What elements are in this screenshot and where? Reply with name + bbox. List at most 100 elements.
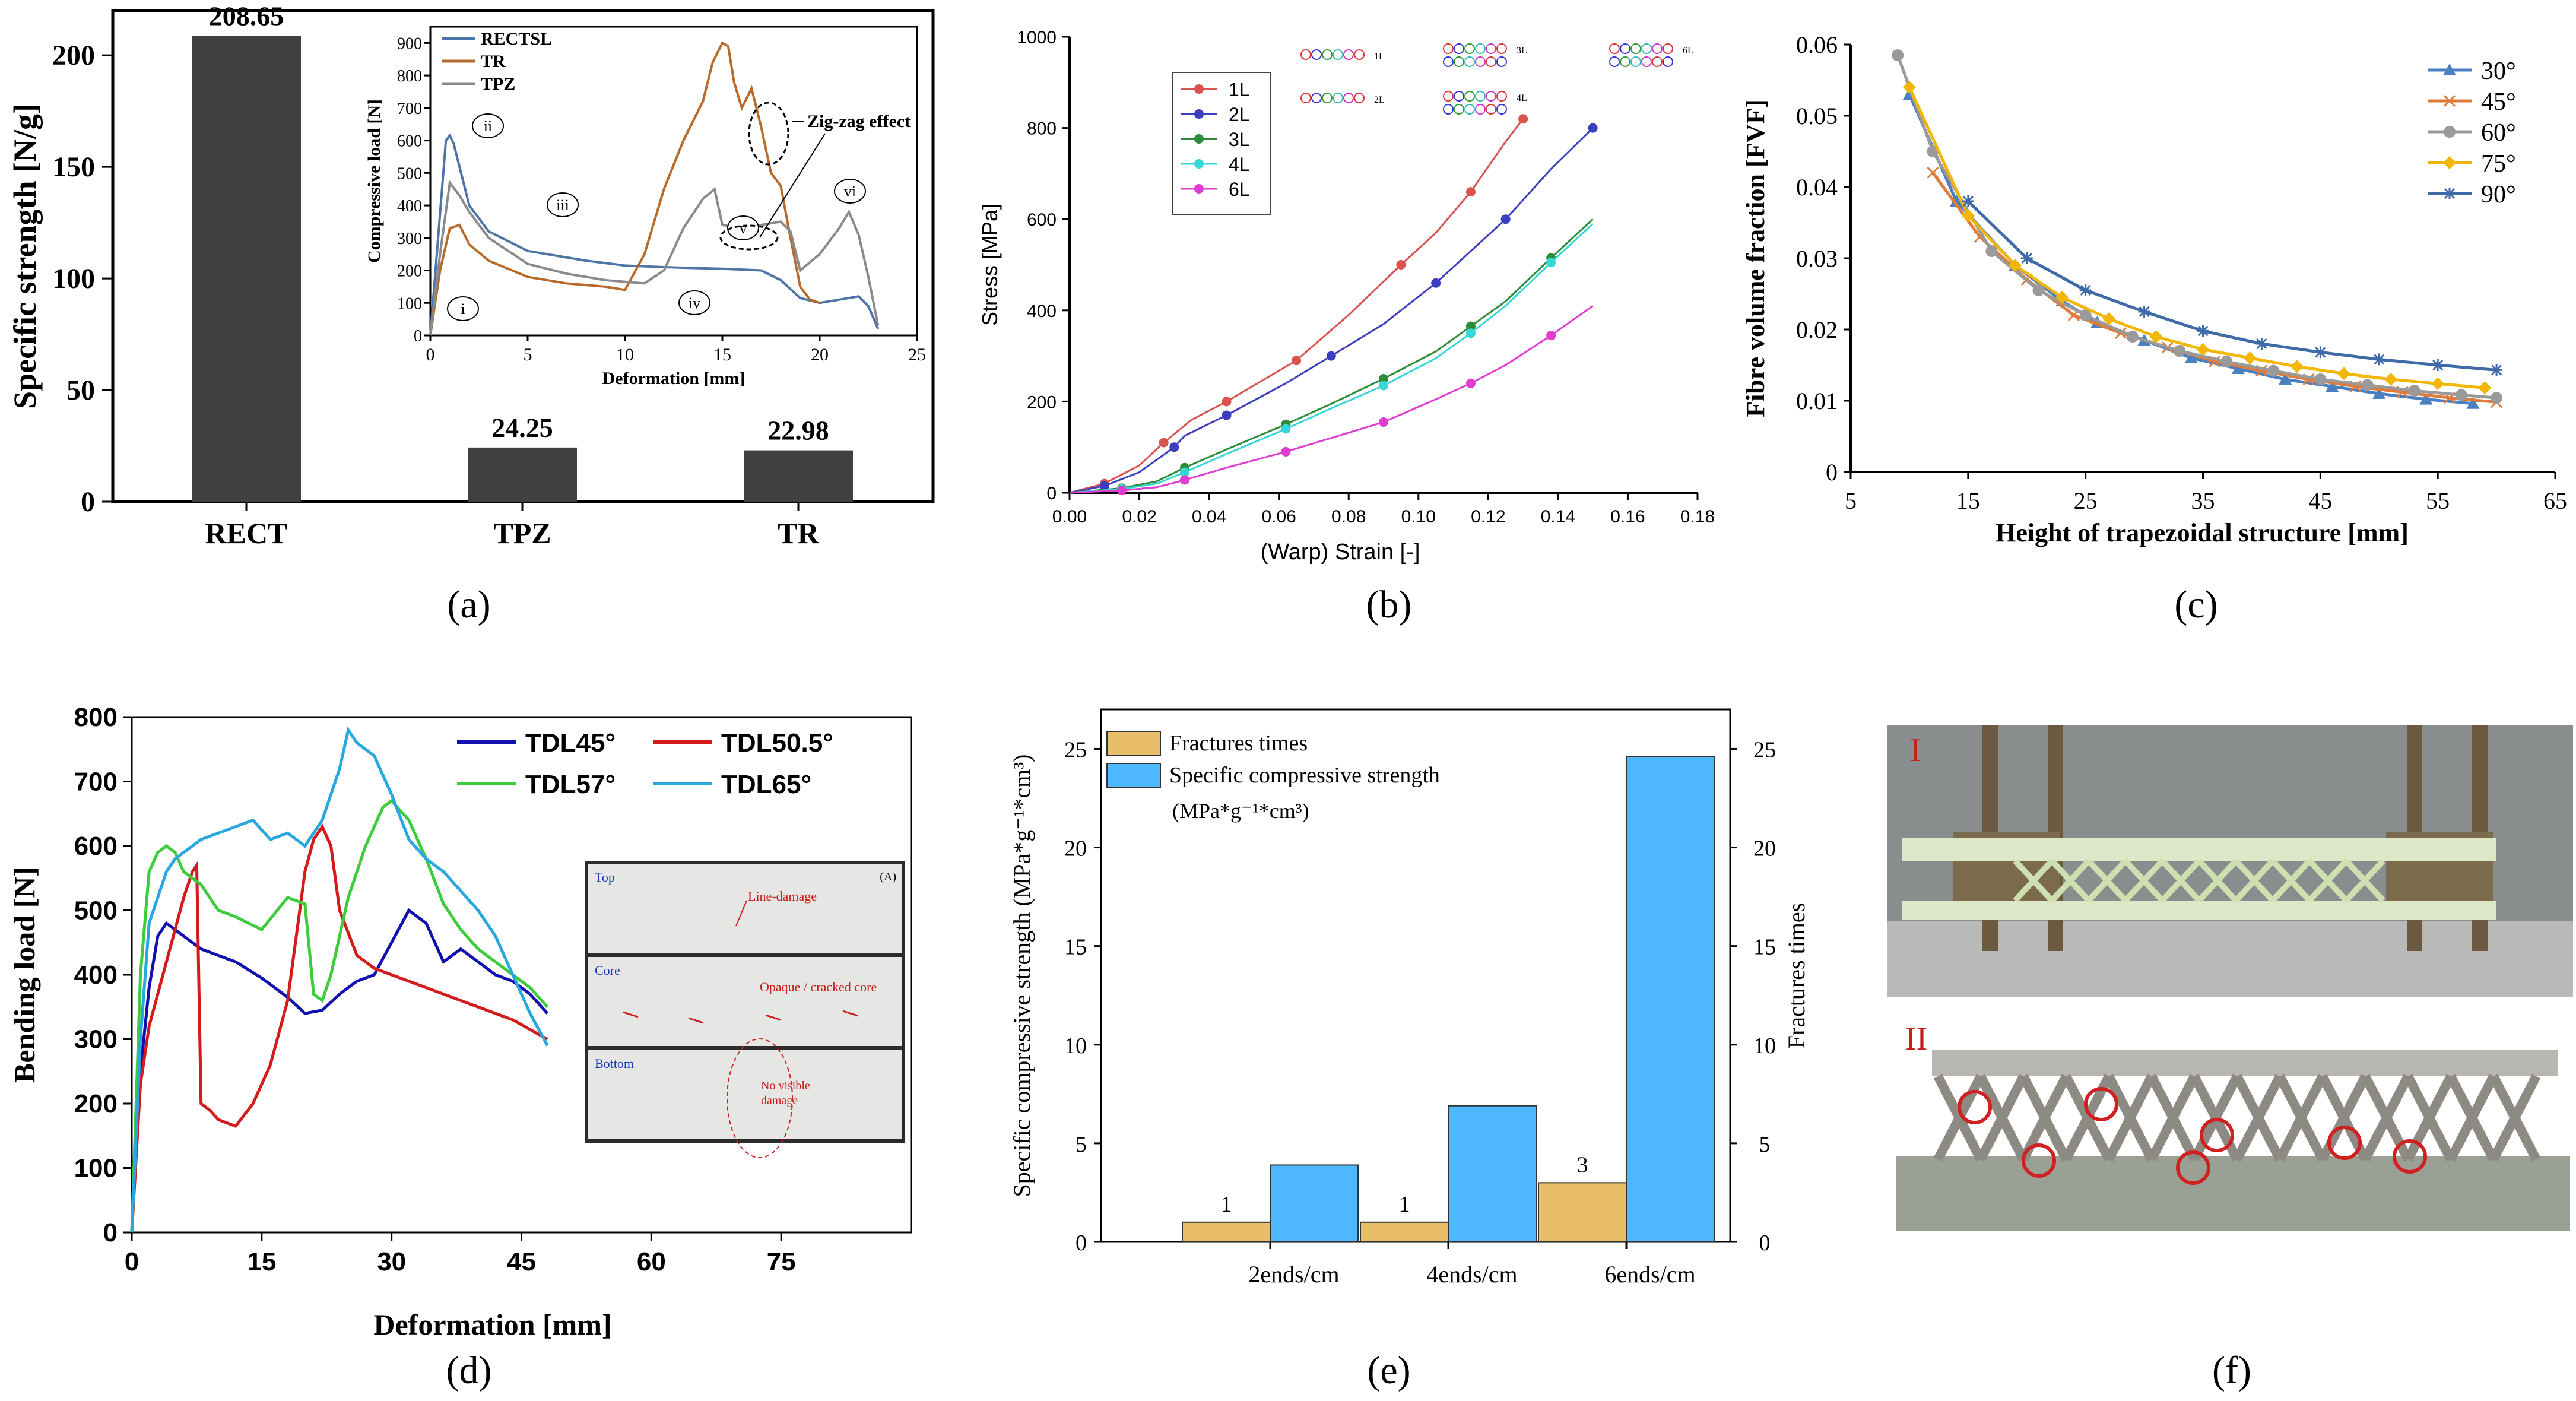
y-tick-label: 100	[74, 1154, 118, 1183]
no-damage-highlight	[727, 1038, 793, 1158]
series-1	[130, 823, 548, 1233]
y-tick-label: 500	[74, 896, 118, 925]
series-0	[130, 908, 549, 1233]
y-tick-label: 10	[1064, 1034, 1087, 1058]
x-tick-label: 0.02	[1122, 507, 1156, 527]
inset-legend-label: TPZ	[481, 74, 515, 94]
inset-fabric-dot	[1443, 56, 1454, 67]
crack-mark	[623, 1011, 639, 1018]
inset-fabric-dot	[1311, 93, 1322, 103]
series-marker	[2314, 373, 2327, 385]
inset-y-tick-label: 500	[397, 164, 422, 183]
y-tick-label: 50	[66, 375, 95, 406]
photo-i-bench	[1887, 921, 2573, 997]
photo-i-lattice	[2197, 858, 2238, 903]
series-marker	[1546, 331, 1556, 341]
legend-marker	[1194, 184, 1204, 194]
inset-x-tick-label: 20	[811, 345, 829, 364]
y-axis-label: Fibre volume fraction [FVF]	[1741, 99, 1770, 417]
series-marker	[2055, 291, 2069, 304]
inset-fabric-dot	[1454, 91, 1464, 102]
damage-photo-label: Core	[595, 963, 620, 978]
legend-label: 45°	[2481, 88, 2516, 116]
photo-ii-lattice	[2403, 1074, 2456, 1162]
series-marker	[2443, 156, 2456, 169]
inset-legend-label: RECTSL	[481, 29, 552, 49]
bar-value-label: 24.25	[491, 413, 553, 443]
inset-fabric-dot	[1322, 93, 1333, 103]
legend-label: 2L	[1229, 104, 1250, 125]
inset-marker-circle	[472, 113, 504, 138]
series-marker	[2126, 331, 2139, 343]
photo-ii-lattice	[2147, 1074, 2199, 1162]
series-marker	[1902, 81, 1916, 94]
legend-label: 90°	[2481, 181, 2516, 208]
series-marker	[2184, 351, 2198, 363]
series-marker	[2231, 362, 2245, 374]
y-tick-label: 0	[81, 486, 95, 518]
y2-tick-label: 5	[1759, 1132, 1771, 1157]
bar-fractures	[1182, 1221, 1271, 1243]
legend-swatch	[1106, 731, 1161, 756]
legend-marker	[1194, 134, 1204, 144]
series-4l	[1069, 223, 1594, 494]
series-marker	[1292, 356, 1302, 366]
legend-label: TDL45°	[525, 728, 616, 757]
series-marker	[2149, 330, 2163, 343]
inset-fabric-dot	[1620, 43, 1630, 54]
inset-fabric-dot	[1641, 56, 1652, 67]
series-3l	[1069, 218, 1594, 494]
series-marker	[2419, 392, 2433, 405]
series-marker	[2408, 385, 2420, 397]
series-marker	[2478, 381, 2492, 395]
inset-fabric-dot	[1443, 43, 1454, 54]
inset-fabric-dot	[1496, 56, 1507, 67]
damage-photo-label: Top	[595, 870, 615, 885]
panel-label-d: (d)	[446, 1349, 492, 1392]
y2-tick-label: 25	[1753, 737, 1776, 762]
photo-ii-label: II	[1905, 1020, 1927, 1057]
inset-y-axis-label: Compressive load [N]	[364, 99, 384, 263]
series-marker	[2431, 377, 2445, 391]
photo-i-lattice	[2123, 858, 2165, 903]
inset-fabric-dot	[1609, 56, 1620, 67]
photo-i-lattice	[2270, 858, 2312, 903]
series-marker	[1588, 123, 1598, 133]
zigzag-highlight	[748, 102, 789, 166]
photo-ii-lattice	[1976, 1074, 2028, 1162]
legend-label: TDL50.5°	[721, 728, 833, 757]
fracture-circle	[1958, 1090, 1992, 1124]
x-tick-label: 60	[637, 1247, 666, 1276]
legend-label: 30°	[2481, 58, 2516, 85]
series-marker	[2138, 306, 2150, 318]
series-marker	[1431, 278, 1441, 288]
series-4	[1967, 200, 2497, 372]
bar-fractures	[1538, 1182, 1627, 1243]
fracture-circle	[2084, 1087, 2118, 1121]
series-marker	[2220, 356, 2233, 367]
legend-marker	[1194, 84, 1204, 94]
x-tick-label: TR	[778, 516, 819, 550]
fracture-circle	[2022, 1143, 2056, 1178]
series-marker	[2079, 284, 2092, 296]
bar-tr	[744, 450, 853, 502]
inset-fabric-dot	[1443, 104, 1454, 115]
x-tick-label: 0.18	[1680, 507, 1715, 527]
y-tick-label: 0.01	[1796, 388, 1838, 414]
photo-ii-top-plate	[1932, 1050, 2558, 1076]
inset-fabric-dot	[1486, 43, 1496, 54]
series-marker	[1465, 328, 1476, 338]
legend-label: 3L	[1229, 129, 1250, 150]
series-marker	[1379, 417, 1388, 427]
legend-label: TDL57°	[525, 770, 616, 799]
crack-mark	[765, 1014, 781, 1021]
inset-marker-circle	[678, 290, 710, 315]
panel-label-b: (b)	[1366, 583, 1412, 626]
x-tick-label: RECT	[205, 516, 288, 550]
inset-fabric-dot	[1475, 91, 1486, 102]
chart-e: 0 0 5 5 10 10 15 15 20 20 25 25 Specific compressive…	[1008, 708, 1810, 1288]
damage-photo-panel	[588, 1050, 902, 1139]
inset-fabric-dot	[1475, 43, 1486, 54]
x-tick-label: 35	[2191, 487, 2215, 514]
y-axis-label: Specific compressive strength (MPa*g⁻¹*c…	[1008, 754, 1035, 1197]
